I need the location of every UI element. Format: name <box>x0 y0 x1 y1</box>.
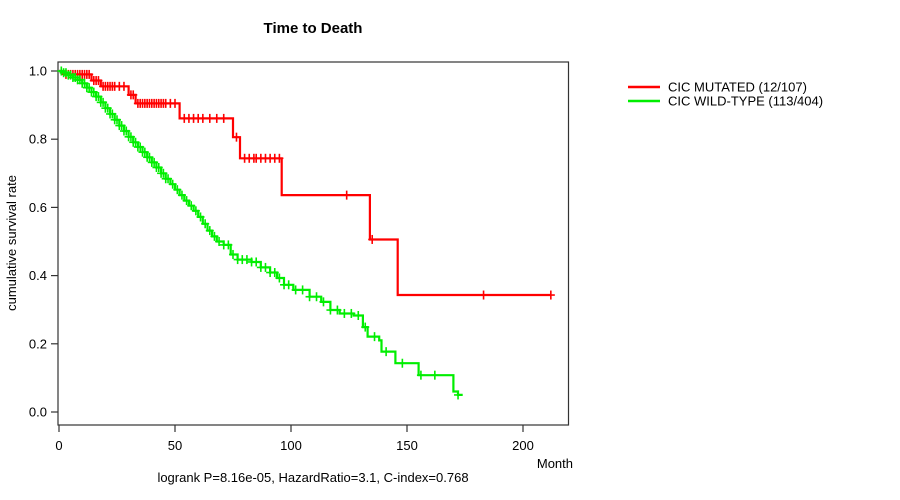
x-axis-label: Month <box>537 456 573 471</box>
x-tick-label: 150 <box>396 438 418 453</box>
y-tick-label: 0.2 <box>29 336 47 351</box>
x-tick-label: 50 <box>168 438 182 453</box>
legend-label-mutated: CIC MUTATED (12/107) <box>668 80 807 95</box>
plot-title: Time to Death <box>264 20 363 37</box>
y-tick-label: 0.6 <box>29 200 47 215</box>
y-axis: 0.0 0.2 0.4 0.6 0.8 1.0 <box>29 64 58 420</box>
x-tick-label: 0 <box>55 438 62 453</box>
y-tick-label: 0.4 <box>29 268 47 283</box>
legend-label-wildtype: CIC WILD-TYPE (113/404) <box>668 94 823 109</box>
x-tick-label: 100 <box>280 438 302 453</box>
legend: CIC MUTATED (12/107) CIC WILD-TYPE (113/… <box>628 80 823 109</box>
survival-curves <box>57 66 555 400</box>
legend-entry-cic-mutated: CIC MUTATED (12/107) <box>628 80 807 95</box>
y-tick-label: 1.0 <box>29 64 47 79</box>
y-tick-label: 0.8 <box>29 132 47 147</box>
plot-box <box>57 61 570 426</box>
x-axis: 0 50 100 150 200 <box>55 425 534 453</box>
curve-cic-mutated <box>59 69 551 297</box>
censor-marks-cic-wild-type <box>57 66 463 400</box>
stats-footer: logrank P=8.16e-05, HazardRatio=3.1, C-i… <box>157 470 468 485</box>
y-axis-label: cumulative survival rate <box>4 175 19 311</box>
legend-entry-cic-wild-type: CIC WILD-TYPE (113/404) <box>628 94 823 109</box>
x-tick-label: 200 <box>512 438 534 453</box>
y-tick-label: 0.0 <box>29 405 47 420</box>
